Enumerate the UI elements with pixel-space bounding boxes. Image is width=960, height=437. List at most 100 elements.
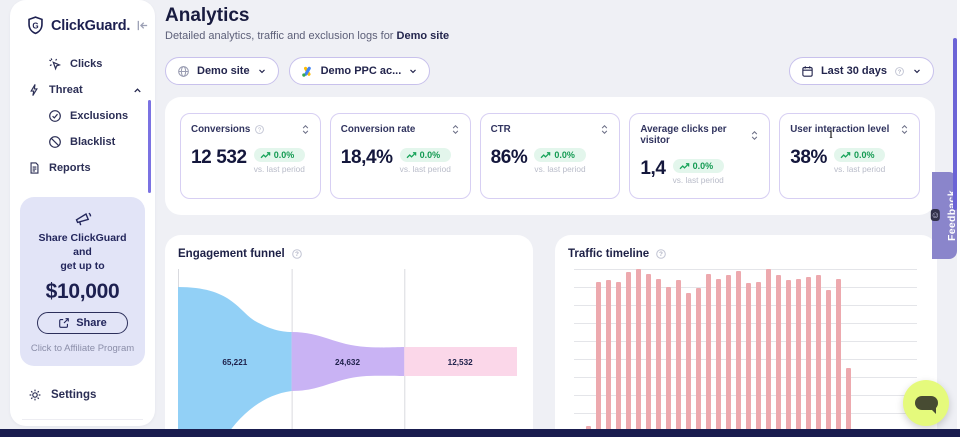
traffic-bar <box>606 280 611 429</box>
help-icon[interactable]: ? <box>655 248 667 260</box>
svg-text:?: ? <box>659 251 663 258</box>
traffic-bar <box>826 289 831 429</box>
svg-text:?: ? <box>295 251 299 258</box>
share-button[interactable]: Share <box>37 311 128 334</box>
info-icon[interactable]: ? <box>254 124 265 135</box>
traffic-bar <box>726 275 731 429</box>
sidebar-item-blacklist[interactable]: Blacklist <box>10 129 155 155</box>
traffic-bar <box>736 270 741 429</box>
sort-icon[interactable] <box>750 130 759 141</box>
traffic-title: Traffic timeline ? <box>568 248 921 260</box>
site-selector[interactable]: Demo site <box>165 57 279 85</box>
page-title: Analytics <box>165 5 250 26</box>
traffic-bar <box>716 278 721 429</box>
traffic-bar <box>706 273 711 429</box>
promo-text-line2: get up to <box>60 260 105 273</box>
sidebar: G ClickGuard. Clicks Threat Exclusions Blac… <box>10 0 155 437</box>
external-link-icon <box>58 317 70 329</box>
chat-launcher-button[interactable] <box>903 380 949 426</box>
smiley-icon: ☺ <box>930 209 941 222</box>
stat-value: 38% <box>790 147 828 168</box>
calendar-icon <box>801 65 814 78</box>
traffic-bar <box>676 280 681 429</box>
sidebar-item-threat[interactable]: Threat <box>10 77 155 103</box>
info-icon[interactable]: ? <box>894 66 905 77</box>
traffic-bar <box>666 286 671 429</box>
subtitle-site-name: Demo site <box>396 30 450 42</box>
clickguard-logo-icon: G <box>26 16 45 35</box>
stat-label: Conversion rate <box>340 124 416 135</box>
traffic-bar <box>626 272 631 429</box>
stat-label: CTR <box>490 124 511 135</box>
traffic-bar <box>836 278 841 429</box>
globe-icon <box>177 65 190 78</box>
traffic-bar <box>696 288 701 429</box>
change-caption: vs. last period <box>253 164 305 174</box>
document-icon <box>28 161 41 175</box>
svg-text:24,632: 24,632 <box>335 357 360 367</box>
sort-icon[interactable] <box>451 124 460 135</box>
ppc-account-selector[interactable]: Demo PPC ac... <box>288 57 431 85</box>
help-icon[interactable]: ? <box>291 248 303 260</box>
traffic-bar <box>766 269 771 429</box>
sidebar-item-settings[interactable]: Settings <box>10 383 155 407</box>
stat-card-conversions: Conversions? 12 532 0.0% vs. last period <box>180 113 321 199</box>
promo-amount: $10,000 <box>45 279 120 303</box>
traffic-timeline-card: Traffic timeline ? <box>555 235 937 437</box>
page-scrollbar-thumb[interactable] <box>953 38 957 210</box>
stat-card-ctr: CTR 86% 0.0% vs. last period <box>479 113 621 199</box>
engagement-funnel-chart: 65,221 24,632 12,532 <box>178 269 517 437</box>
stats-summary-panel: Conversions? 12 532 0.0% vs. last period Con… <box>165 97 935 215</box>
sort-icon[interactable] <box>301 124 310 135</box>
traffic-bar <box>776 275 781 429</box>
traffic-bar <box>806 277 811 429</box>
traffic-bar <box>636 269 641 429</box>
sort-icon[interactable] <box>900 124 909 135</box>
stat-value: 12 532 <box>191 147 247 168</box>
svg-text:?: ? <box>258 128 262 134</box>
traffic-bar <box>586 425 591 429</box>
change-caption: vs. last period <box>834 164 886 174</box>
traffic-bar <box>786 280 791 429</box>
chevron-down-icon <box>408 66 418 76</box>
change-badge: 0.0% <box>534 148 586 162</box>
svg-text:65,221: 65,221 <box>222 357 247 367</box>
sidebar-item-clicks[interactable]: Clicks <box>10 51 155 77</box>
sidebar-scrollbar[interactable] <box>148 100 151 193</box>
change-caption: vs. last period <box>399 164 451 174</box>
divider <box>22 418 143 420</box>
svg-text:G: G <box>32 22 38 31</box>
trend-up-icon <box>840 151 851 160</box>
window-bottom-edge <box>0 429 960 437</box>
gear-icon <box>28 388 42 402</box>
traffic-bar <box>796 278 801 429</box>
check-circle-icon <box>48 109 62 123</box>
change-badge: 0.0% <box>834 148 886 162</box>
chevron-down-icon <box>912 66 922 76</box>
chat-bubble-icon <box>914 396 938 414</box>
page-scrollbar-track <box>957 0 960 429</box>
svg-text:12,532: 12,532 <box>448 357 473 367</box>
sidebar-item-reports[interactable]: Reports <box>10 155 155 181</box>
promo-text-line1: Share ClickGuard and <box>38 232 127 259</box>
cursor-click-icon <box>48 57 62 71</box>
google-ads-icon <box>301 65 314 78</box>
sort-icon[interactable] <box>600 124 609 135</box>
trend-up-icon <box>540 151 551 160</box>
collapse-sidebar-icon[interactable] <box>136 19 149 32</box>
trend-up-icon <box>260 151 271 160</box>
stat-card-user-interaction-level: User interaction level 38% 0.0% vs. last pe… <box>779 113 920 199</box>
svg-text:?: ? <box>898 69 902 75</box>
stat-label: Average clicks per visitor <box>640 124 727 146</box>
traffic-bar <box>596 281 601 429</box>
stat-value: 1,4 <box>640 158 666 179</box>
chevron-up-icon[interactable] <box>132 85 143 96</box>
date-range-selector[interactable]: Last 30 days ? <box>788 57 934 85</box>
affiliate-promo-card[interactable]: Share ClickGuard and get up to $10,000 S… <box>20 197 145 366</box>
traffic-bar <box>756 281 761 429</box>
promo-footer: Click to Affiliate Program <box>30 342 135 354</box>
change-badge: 0.0% <box>672 159 724 173</box>
sidebar-nav: Clicks Threat Exclusions Blacklist Reports <box>10 51 155 181</box>
sidebar-item-exclusions[interactable]: Exclusions <box>10 103 155 129</box>
traffic-bar <box>746 283 751 429</box>
